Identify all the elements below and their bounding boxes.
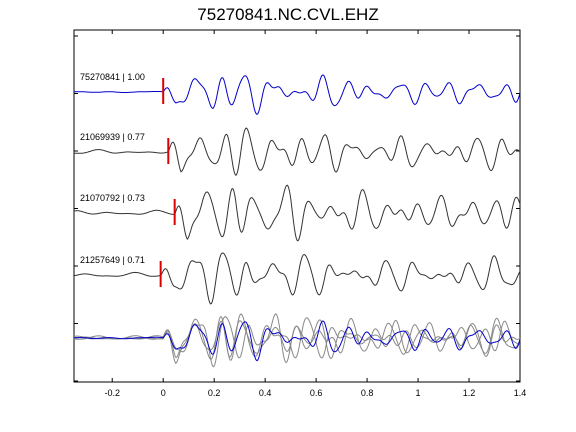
- x-tick-label: 0.8: [361, 388, 374, 398]
- seismogram-trace: [73, 184, 521, 242]
- trace-label: 21257649 | 0.71: [80, 255, 145, 265]
- x-tick-label: 0.2: [208, 388, 221, 398]
- trace-label: 75270841 | 1.00: [80, 72, 145, 82]
- overlay-trace: [73, 316, 521, 368]
- overlay-trace: [74, 313, 521, 361]
- trace-label: 21070792 | 0.73: [80, 193, 145, 203]
- trace-group: 75270841 | 1.00 21069939 | 0.77 21070792 |…: [73, 72, 521, 305]
- overlay-traces: [73, 313, 521, 368]
- y-axis-ticks: [74, 35, 520, 382]
- x-tick-label: 1.2: [463, 388, 476, 398]
- plot-frame: [73, 29, 521, 383]
- x-tick-label: 0.4: [259, 388, 272, 398]
- x-tick-label: 1: [416, 388, 421, 398]
- x-tick-label: 1.4: [514, 388, 527, 398]
- x-axis: -0.2 0 0.2 0.4 0.6 0.8 1 1.2 1.4: [104, 30, 526, 398]
- x-tick-label: 0.6: [310, 388, 323, 398]
- x-tick-label: 0: [161, 388, 166, 398]
- trace-label: 21069939 | 0.77: [80, 132, 145, 142]
- seismogram-trace: [74, 127, 521, 176]
- seismogram-trace: [73, 252, 521, 305]
- overlay-reference-trace: [74, 320, 521, 362]
- seismogram-trace: [74, 74, 521, 116]
- x-tick-label: -0.2: [104, 388, 120, 398]
- chart-title: 75270841.NC.CVL.EHZ: [197, 5, 379, 24]
